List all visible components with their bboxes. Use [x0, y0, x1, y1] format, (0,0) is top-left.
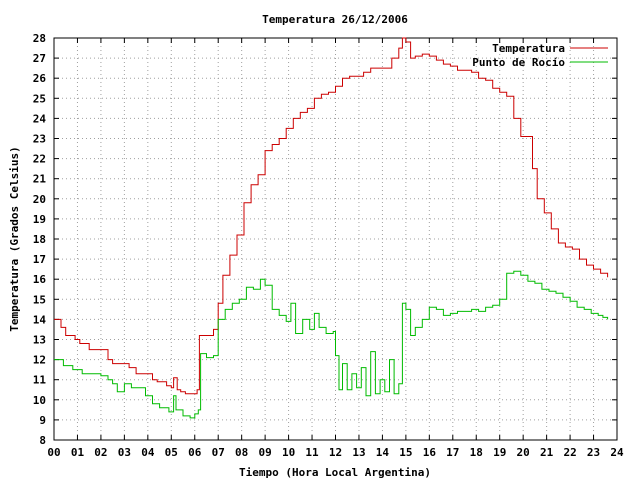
x-tick-label: 14	[376, 446, 390, 459]
x-tick-label: 07	[212, 446, 225, 459]
x-tick-label: 04	[141, 446, 155, 459]
y-tick-label: 23	[33, 133, 46, 146]
y-tick-label: 18	[33, 233, 46, 246]
y-tick-label: 26	[33, 72, 47, 85]
x-tick-label: 01	[71, 446, 85, 459]
x-tick-label: 09	[259, 446, 272, 459]
x-tick-label: 15	[399, 446, 412, 459]
y-tick-label: 17	[33, 253, 46, 266]
x-tick-label: 11	[305, 446, 319, 459]
x-tick-label: 17	[446, 446, 459, 459]
y-tick-label: 8	[39, 434, 46, 447]
x-tick-label: 16	[423, 446, 437, 459]
x-tick-label: 00	[47, 446, 60, 459]
grid-lines	[54, 38, 617, 440]
x-tick-label: 02	[94, 446, 107, 459]
legend-label-punto-de-rocio: Punto de Rocío	[472, 56, 565, 69]
legend: Temperatura Punto de Rocío	[472, 42, 608, 69]
x-tick-label: 21	[540, 446, 554, 459]
x-tick-label: 05	[165, 446, 178, 459]
series-line-punto-de-rocio	[54, 270, 609, 419]
y-tick-label: 28	[33, 32, 46, 45]
y-tick-label: 15	[33, 293, 46, 306]
x-tick-label: 19	[493, 446, 506, 459]
x-tick-label: 12	[329, 446, 342, 459]
x-tick-label: 10	[282, 446, 295, 459]
y-tick-label: 22	[33, 153, 46, 166]
y-tick-label: 19	[33, 213, 46, 226]
legend-label-temperatura: Temperatura	[492, 42, 565, 55]
y-tick-label: 11	[33, 374, 47, 387]
y-tick-label: 20	[33, 193, 46, 206]
y-tick-label: 10	[33, 394, 46, 407]
y-tick-label: 13	[33, 334, 46, 347]
chart-title: Temperatura 26/12/2006	[262, 13, 408, 26]
x-tick-label: 06	[188, 446, 202, 459]
y-tick-label: 9	[39, 414, 46, 427]
y-axis-label: Temperatura (Grados Celsius)	[8, 146, 21, 331]
x-tick-label: 24	[610, 446, 624, 459]
x-tick-label: 03	[118, 446, 131, 459]
y-tick-label: 24	[33, 112, 47, 125]
x-tick-label: 18	[470, 446, 483, 459]
y-tick-label: 14	[33, 313, 47, 326]
y-tick-label: 27	[33, 52, 46, 65]
x-axis-label: Tiempo (Hora Local Argentina)	[239, 466, 431, 479]
y-tick-label: 25	[33, 92, 46, 105]
x-tick-label: 23	[587, 446, 600, 459]
x-tick-label: 08	[235, 446, 248, 459]
y-tick-label: 12	[33, 354, 46, 367]
y-tick-label: 21	[33, 173, 47, 186]
y-axis: 8 9 10 11 12 13 14 15 16 17 18 19 20 21 22 23 24 25 26 27 28	[33, 32, 617, 447]
x-tick-label: 20	[517, 446, 530, 459]
x-tick-label: 13	[352, 446, 365, 459]
series-lines	[54, 37, 609, 419]
x-axis: 00 01 02 03 04 05 06 07 08 09 10 11 12 13 14 15 16 17 18 19…	[47, 38, 624, 459]
series-line-temperatura	[54, 37, 609, 395]
x-tick-label: 22	[563, 446, 576, 459]
y-tick-label: 16	[33, 273, 47, 286]
